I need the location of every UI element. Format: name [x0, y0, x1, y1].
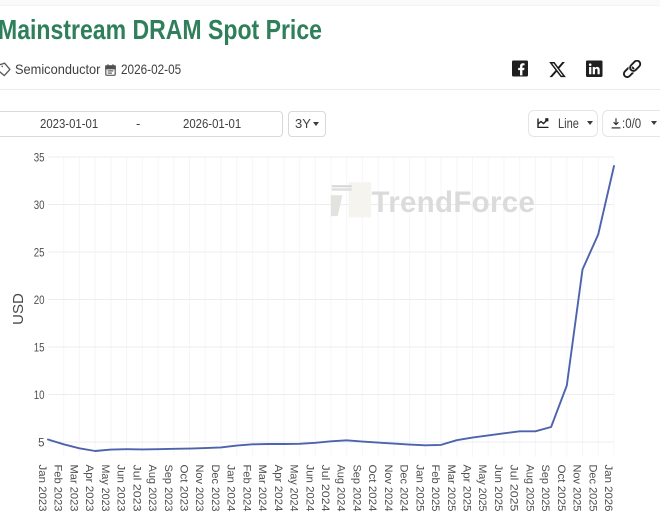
svg-text:Jan 2024: Jan 2024	[225, 465, 237, 512]
svg-text:Apr 2024: Apr 2024	[272, 465, 284, 512]
svg-text:Mar 2025: Mar 2025	[445, 465, 457, 512]
svg-text:Feb 2025: Feb 2025	[429, 465, 441, 512]
svg-text:15: 15	[34, 343, 45, 355]
svg-text:Dec 2024: Dec 2024	[398, 465, 410, 512]
svg-text:Sep 2025: Sep 2025	[539, 465, 551, 512]
svg-text:35: 35	[34, 153, 45, 165]
svg-text:Aug 2025: Aug 2025	[523, 465, 535, 512]
svg-text:Nov 2025: Nov 2025	[571, 465, 583, 512]
svg-text:Nov 2024: Nov 2024	[382, 465, 394, 512]
svg-text:10: 10	[34, 390, 45, 402]
svg-text:May 2025: May 2025	[476, 465, 488, 512]
svg-text:Dec 2025: Dec 2025	[586, 465, 598, 512]
svg-text:Aug 2024: Aug 2024	[335, 465, 347, 512]
svg-text:May 2024: May 2024	[288, 465, 300, 512]
svg-text:Oct 2024: Oct 2024	[366, 465, 378, 512]
svg-text:USD: USD	[10, 293, 27, 325]
svg-text:5: 5	[38, 438, 44, 450]
svg-text:Apr 2023: Apr 2023	[83, 465, 95, 512]
svg-text:Dec 2023: Dec 2023	[209, 465, 221, 512]
svg-text:Jun 2025: Jun 2025	[492, 465, 504, 512]
svg-text:Aug 2023: Aug 2023	[146, 465, 158, 512]
svg-text:Feb 2023: Feb 2023	[52, 465, 64, 512]
svg-text:Jan 2023: Jan 2023	[36, 465, 48, 512]
svg-text:Sep 2023: Sep 2023	[162, 465, 174, 512]
svg-text:30: 30	[34, 200, 45, 212]
svg-text:TrendForce: TrendForce	[372, 186, 536, 219]
svg-text:Jan 2025: Jan 2025	[413, 465, 425, 512]
svg-text:20: 20	[34, 295, 45, 307]
svg-text:Jul 2024: Jul 2024	[319, 465, 331, 512]
svg-text:Feb 2024: Feb 2024	[240, 465, 252, 512]
svg-text:Jun 2023: Jun 2023	[115, 465, 127, 512]
svg-text:Mar 2024: Mar 2024	[256, 465, 268, 512]
svg-text:25: 25	[34, 248, 45, 260]
svg-text:Mar 2023: Mar 2023	[67, 465, 79, 512]
svg-text:Sep 2024: Sep 2024	[350, 465, 362, 512]
svg-text:Jun 2024: Jun 2024	[303, 465, 315, 512]
svg-text:Jan 2026: Jan 2026	[602, 465, 614, 512]
svg-text:Oct 2025: Oct 2025	[555, 465, 567, 512]
svg-text:Jul 2023: Jul 2023	[130, 465, 142, 512]
svg-text:May 2023: May 2023	[99, 465, 111, 512]
svg-text:Oct 2023: Oct 2023	[178, 465, 190, 512]
svg-text:Nov 2023: Nov 2023	[193, 465, 205, 512]
svg-text:Jul 2025: Jul 2025	[508, 465, 520, 512]
svg-text:Apr 2025: Apr 2025	[461, 465, 473, 512]
